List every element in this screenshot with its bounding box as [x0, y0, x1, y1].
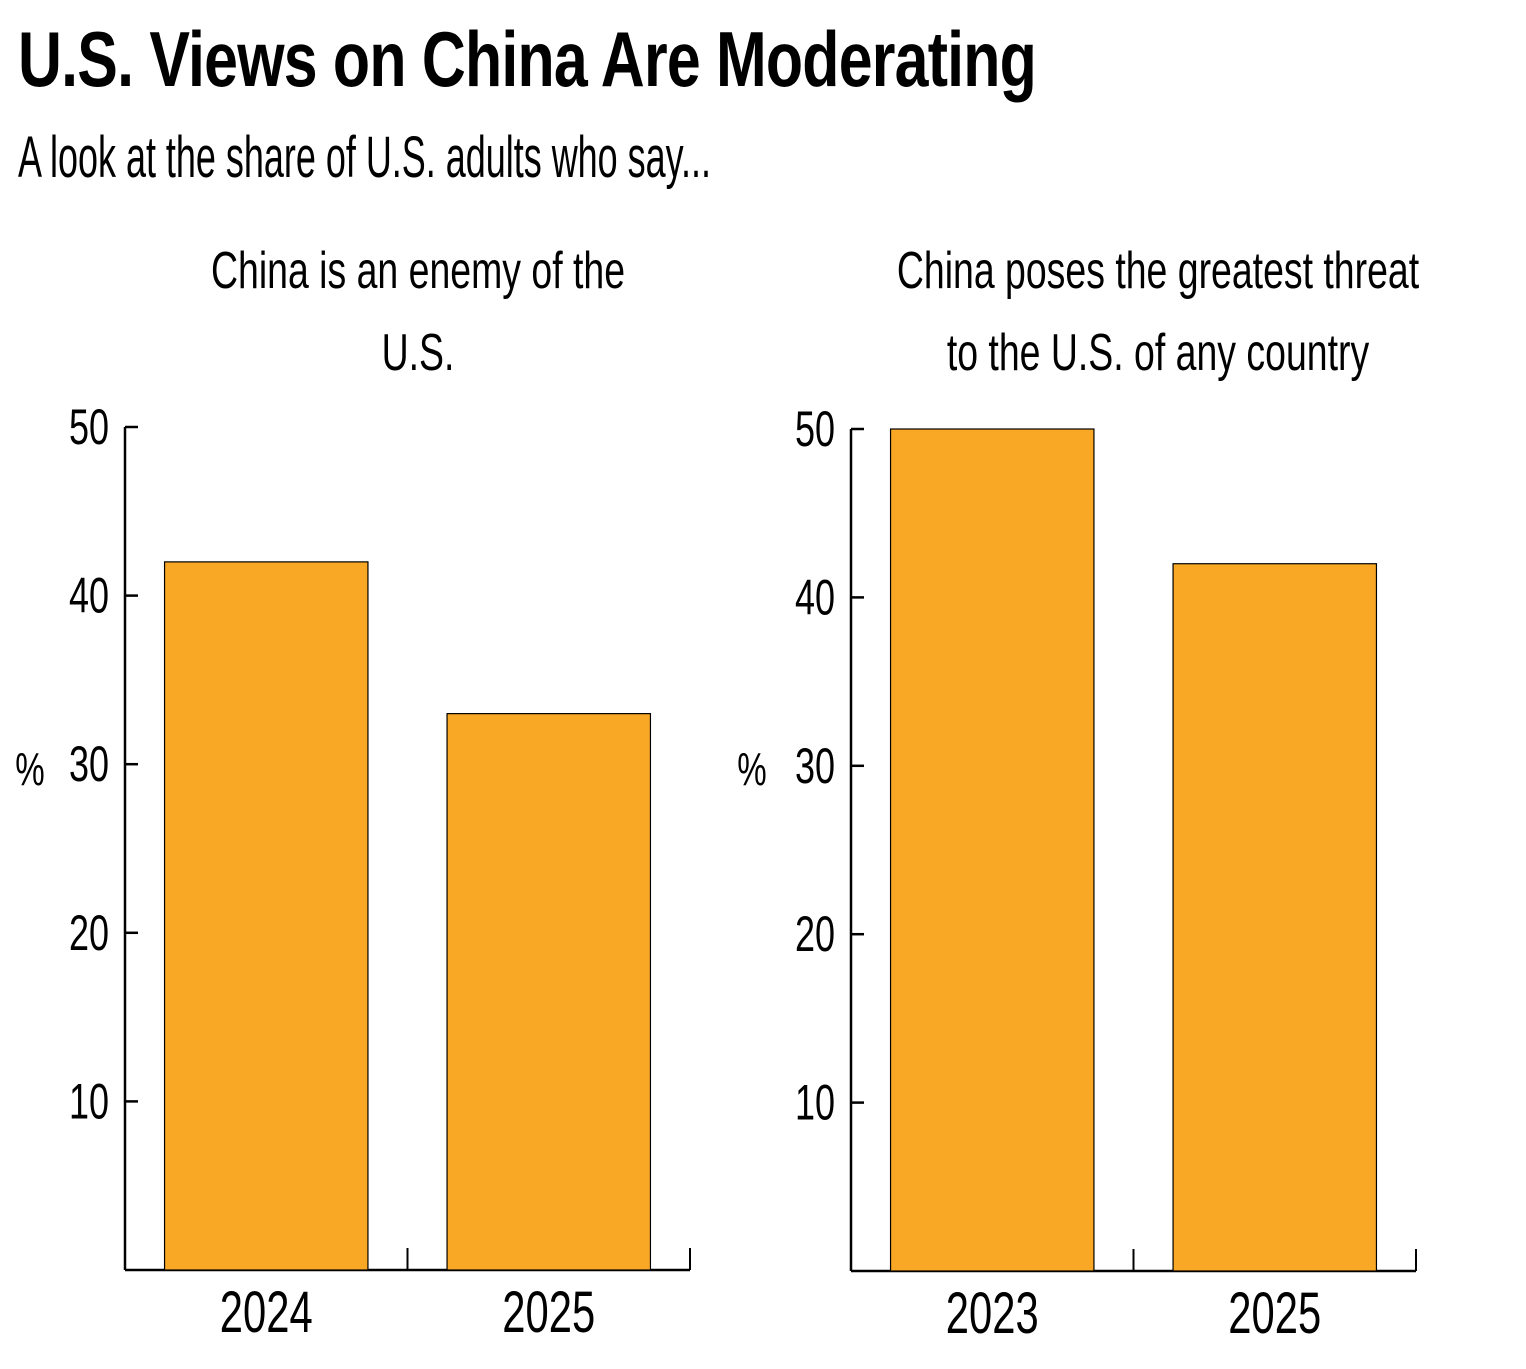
- panel-0-y-tick-label: 30: [69, 738, 109, 793]
- panel-0-y-tick-label: 50: [69, 400, 109, 455]
- panel-0-y-label: %: [15, 745, 44, 795]
- panel-1-y-tick-label: 20: [795, 908, 835, 963]
- panel-1-y-tick-label: 10: [795, 1076, 835, 1131]
- panel-1-y-tick-label: 40: [795, 571, 835, 626]
- panel-0-y-tick-label: 40: [69, 569, 109, 624]
- panel-1-y-label: %: [737, 745, 766, 795]
- panel-0-y-tick-label: 20: [69, 906, 109, 961]
- panel-1-title-line: China poses the greatest threat: [897, 241, 1420, 300]
- panel-1-y-tick-label: 50: [795, 402, 835, 457]
- chart-title: U.S. Views on China Are Moderating: [18, 15, 1037, 103]
- panel-1-x-tick-label: 2023: [946, 1280, 1039, 1345]
- panel-1-y-tick-label: 30: [795, 739, 835, 794]
- panel-0-x-tick-label: 2025: [502, 1279, 595, 1344]
- panel-1-bar-2023: [889, 428, 1095, 1272]
- panel-1-title-line: to the U.S. of any country: [947, 323, 1370, 382]
- panel-1-x-tick-label: 2025: [1228, 1280, 1321, 1345]
- panel-1-bar-2025: [1172, 563, 1378, 1272]
- chart-subtitle: A look at the share of U.S. adults who s…: [18, 125, 711, 190]
- panel-0-title-line: U.S.: [382, 323, 455, 382]
- panel-0-y-tick-label: 10: [69, 1075, 109, 1130]
- panel-0-bar-2025: [446, 713, 652, 1271]
- panel-0-title-line: China is an enemy of the: [211, 241, 625, 300]
- panel-0-bar-2024: [163, 561, 369, 1271]
- panel-0-x-tick-label: 2024: [220, 1279, 313, 1344]
